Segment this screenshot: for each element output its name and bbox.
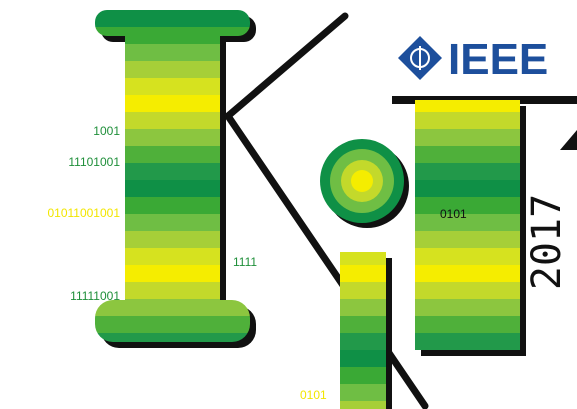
ieee-brand: IEEE: [398, 35, 548, 84]
letter-k-strokes: [224, 12, 429, 409]
letter-t: [392, 96, 577, 356]
letter-i-small: [320, 139, 409, 409]
binary-label: 1001: [93, 124, 120, 138]
binary-label: 0101: [300, 388, 327, 402]
binary-label: 01011001001: [47, 206, 120, 220]
binary-label: 11101001: [68, 155, 120, 169]
year-text: 2017: [524, 194, 570, 290]
brand-text: IEEE: [448, 35, 548, 84]
binary-label: 11111001: [70, 289, 120, 303]
binary-label: 0101: [440, 207, 467, 221]
binary-label: 1111: [233, 255, 257, 269]
letter-i-big: [95, 10, 256, 348]
